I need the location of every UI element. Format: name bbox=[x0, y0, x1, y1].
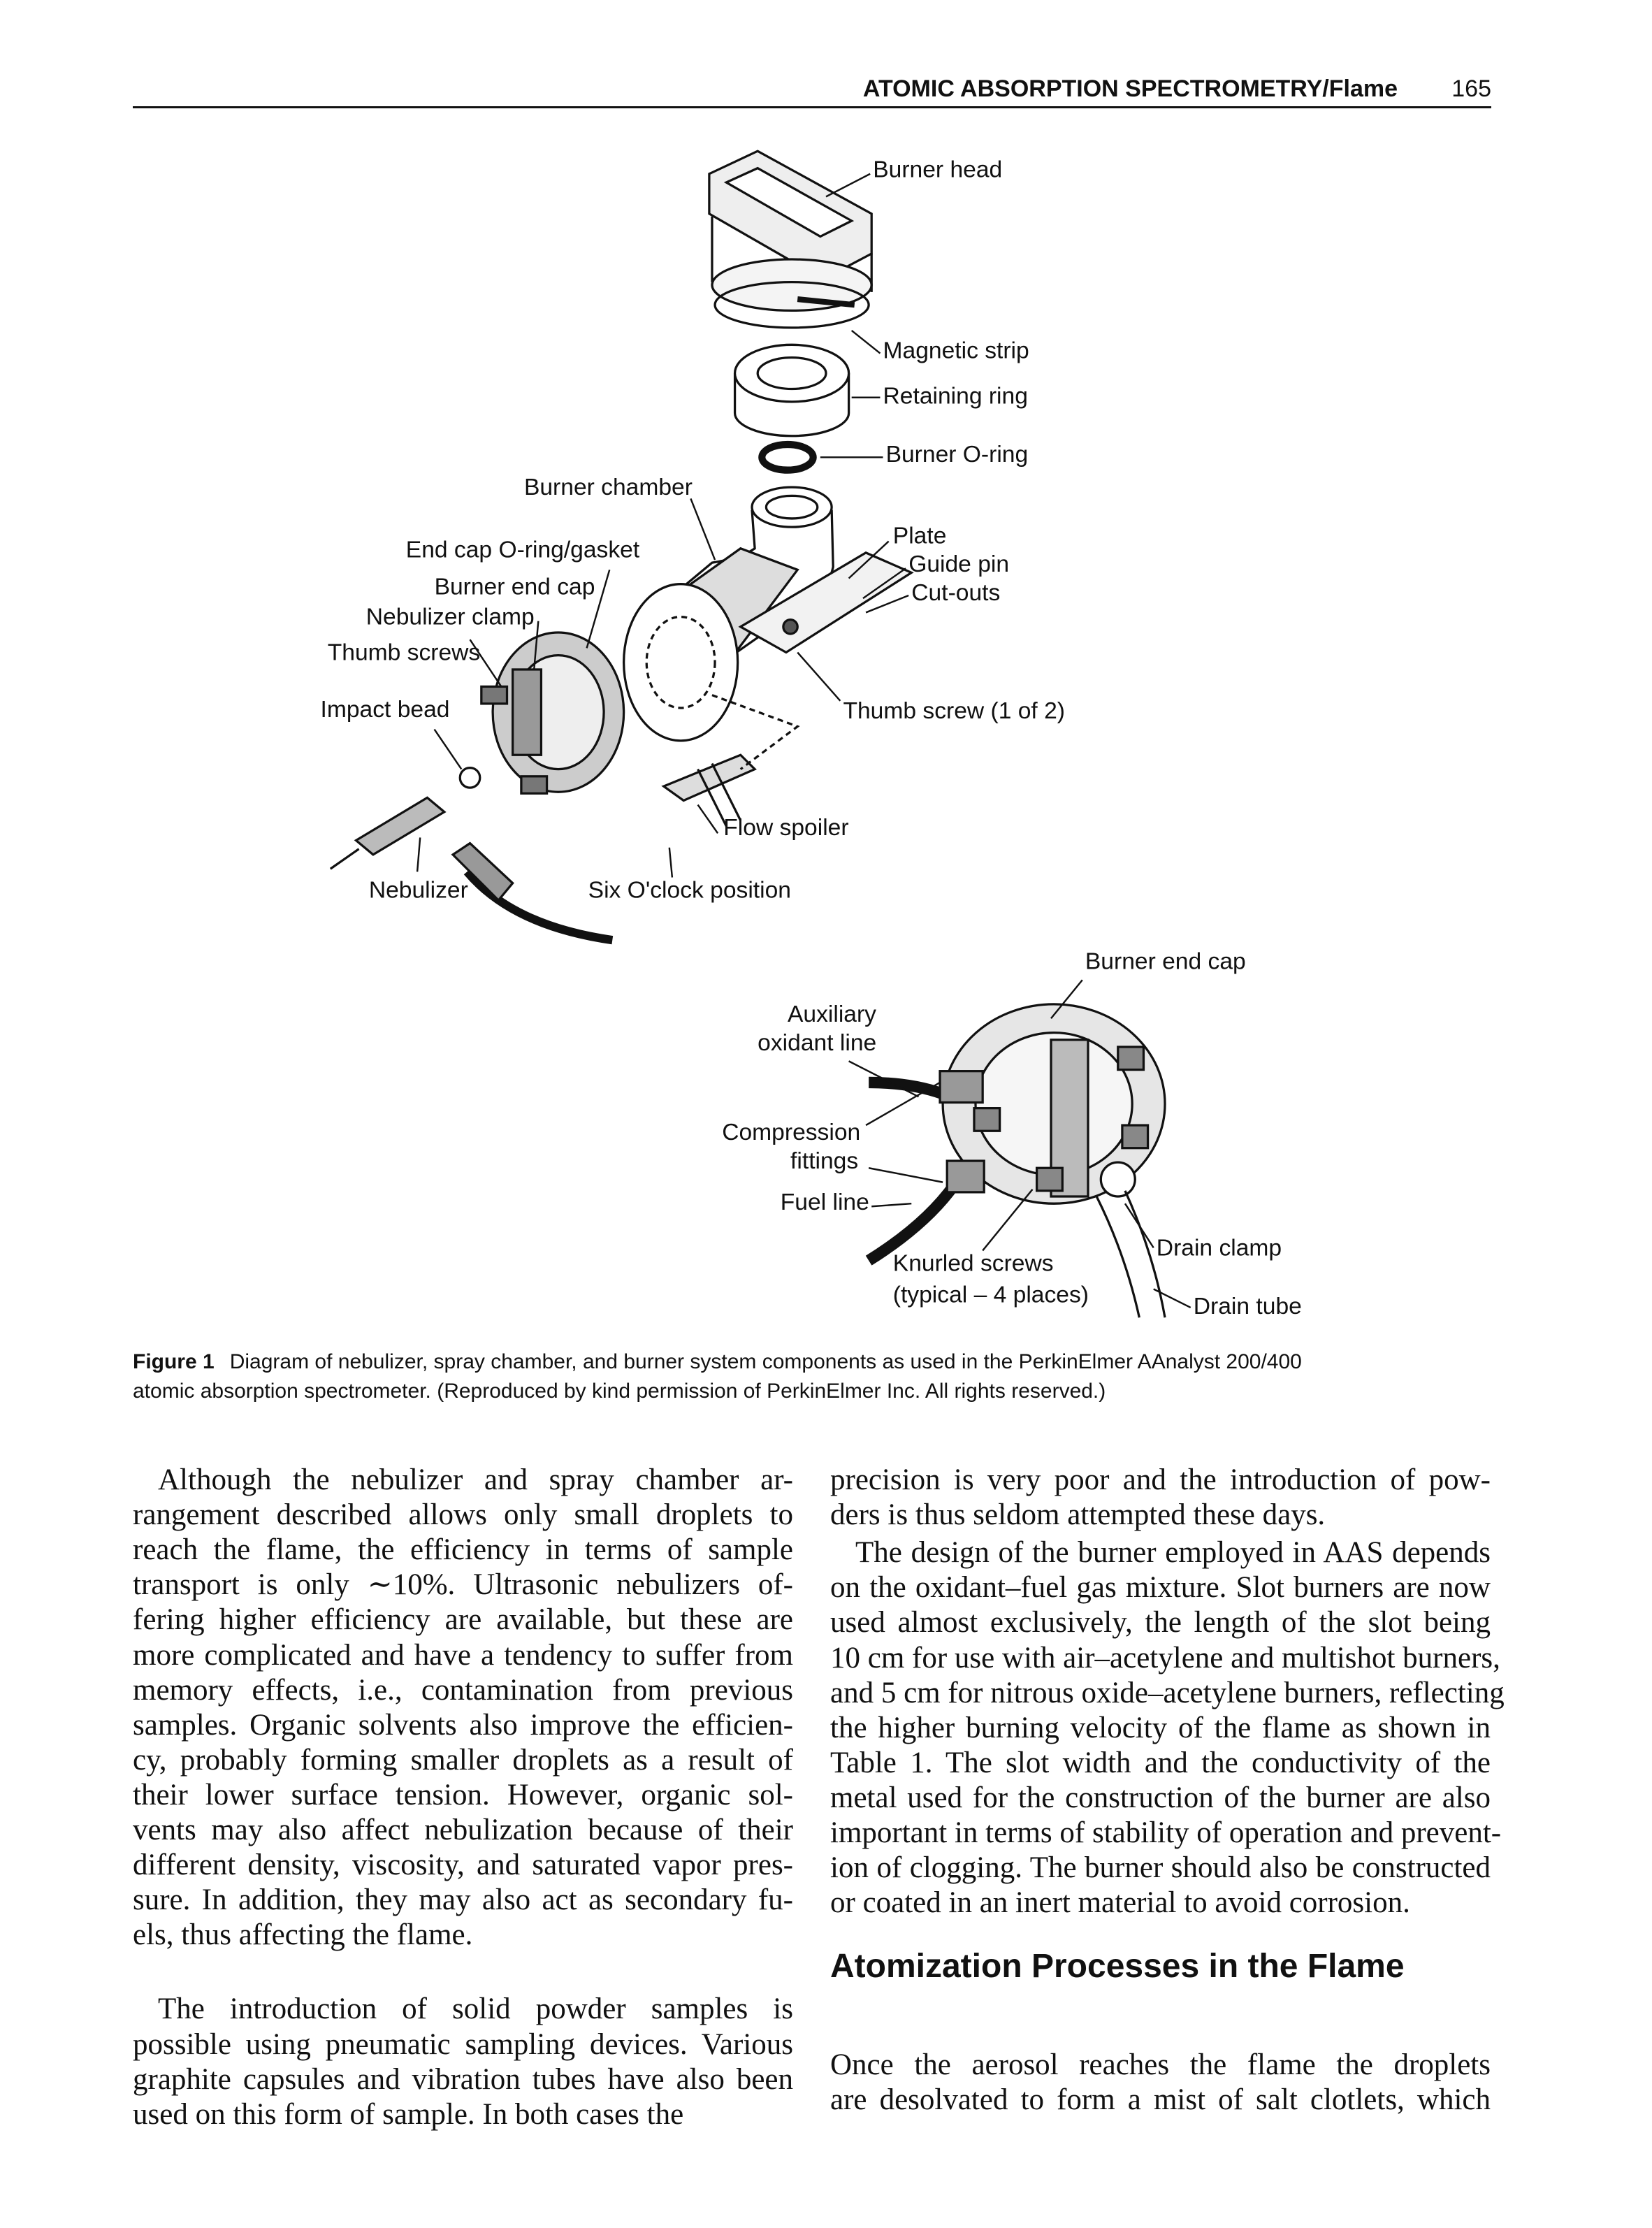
text-line: and 5 cm for nitrous oxide–acetylene bur… bbox=[830, 1676, 1505, 1709]
figure-label: End cap O-ring/gasket bbox=[406, 537, 640, 563]
text-line: The design of the burner employed in AAS… bbox=[855, 1536, 1491, 1570]
text-line: reach the flame, the efficiency in terms… bbox=[133, 1533, 793, 1567]
text-line: transport is only ∼10%. Ultrasonic nebul… bbox=[133, 1568, 793, 1602]
text-line: Once the aerosol reaches the flame the d… bbox=[830, 2048, 1491, 2081]
page-number: 165 bbox=[1451, 75, 1491, 102]
text-line: are desolvated to form a mist of salt cl… bbox=[830, 2083, 1491, 2117]
text-line: fering higher efficiency are available, … bbox=[133, 1603, 793, 1637]
header-title: ATOMIC ABSORPTION SPECTROMETRY/Flame bbox=[862, 75, 1398, 102]
text-line: their lower surface tension. However, or… bbox=[133, 1778, 793, 1811]
figure-label: Drain clamp bbox=[1157, 1235, 1282, 1261]
leader-lines bbox=[416, 173, 1191, 1309]
figure-label: Thumb screws bbox=[328, 639, 481, 665]
text-line: ders is thus seldom attempted these days… bbox=[830, 1498, 1326, 1532]
text-line: samples. Organic solvents also improve t… bbox=[133, 1708, 793, 1742]
figure-label: Flow spoiler bbox=[723, 815, 848, 841]
text-line: sure. In addition, they may also act as … bbox=[133, 1883, 793, 1917]
text-line: 10 cm for use with air–acetylene and mul… bbox=[830, 1641, 1500, 1674]
text-line: memory effects, i.e., contamination from… bbox=[133, 1673, 793, 1707]
caption-line: atomic absorption spectrometer. (Reprodu… bbox=[133, 1380, 1106, 1403]
figure-label: Fuel line bbox=[781, 1189, 869, 1215]
text-line: or coated in an inert material to avoid … bbox=[830, 1886, 1410, 1920]
figure-label: Burner chamber bbox=[524, 475, 693, 500]
text-line: vents may also affect nebulization becau… bbox=[133, 1814, 793, 1846]
text-line: more complicated and have a tendency to … bbox=[133, 1638, 793, 1672]
text-line: on the oxidant–fuel gas mixture. Slot bu… bbox=[830, 1571, 1491, 1605]
illustration bbox=[329, 150, 1166, 1318]
figure-label: Retaining ring bbox=[883, 384, 1028, 410]
figure-label: Guide pin bbox=[908, 551, 1009, 577]
text-line: metal used for the construction of the b… bbox=[830, 1781, 1491, 1814]
running-header: ATOMIC ABSORPTION SPECTROMETRY/Flame 165 bbox=[133, 70, 1491, 105]
figure-label: Plate bbox=[893, 523, 947, 549]
figure-label: Compression bbox=[722, 1120, 860, 1145]
caption-label: Figure 1 bbox=[133, 1350, 215, 1373]
text-line: Although the nebulizer and spray chamber… bbox=[158, 1463, 793, 1496]
figure-label: fittings bbox=[790, 1148, 858, 1174]
text-line: important in terms of stability of opera… bbox=[830, 1816, 1502, 1849]
figure-label: Six O'clock position bbox=[588, 878, 791, 904]
figure-label: oxidant line bbox=[758, 1030, 876, 1056]
text-line: The introduction of solid powder samples… bbox=[158, 1992, 793, 2026]
caption-text: Diagram of nebulizer, spray chamber, and… bbox=[229, 1350, 1302, 1373]
text-line: used almost exclusively, the length of t… bbox=[830, 1606, 1491, 1640]
figure-label: Burner end cap bbox=[435, 574, 595, 600]
text-line: ion of clogging. The burner should also … bbox=[830, 1851, 1491, 1885]
figure-label: Burner end cap bbox=[1085, 949, 1246, 975]
text-line: possible using pneumatic sampling device… bbox=[133, 2027, 793, 2061]
figure-label: Impact bead bbox=[321, 697, 450, 723]
figure-label: Burner O-ring bbox=[886, 442, 1029, 468]
figure-caption: Figure 1 Diagram of nebulizer, spray cham… bbox=[133, 1347, 1491, 1406]
text-line: precision is very poor and the introduct… bbox=[830, 1463, 1491, 1496]
figure-label: Knurled screws bbox=[893, 1251, 1054, 1277]
figure-label: Nebulizer bbox=[369, 878, 468, 904]
text-line: els, thus affecting the flame. bbox=[133, 1918, 473, 1952]
text-line: rangement described allows only small dr… bbox=[133, 1498, 793, 1532]
text-line: different density, viscosity, and satura… bbox=[133, 1849, 793, 1882]
figure-label: Cut-outs bbox=[911, 580, 1000, 606]
header-rule bbox=[133, 106, 1491, 108]
figure-label: Burner head bbox=[873, 157, 1002, 183]
figure-label: Drain tube bbox=[1194, 1294, 1302, 1319]
figure-label: Magnetic strip bbox=[883, 338, 1029, 363]
text-line: used on this form of sample. In both cas… bbox=[133, 2097, 684, 2131]
figure-label: Auxiliary bbox=[788, 1001, 876, 1027]
text-line: the higher burning velocity of the flame… bbox=[830, 1711, 1491, 1744]
figure-label: Nebulizer clamp bbox=[366, 604, 535, 630]
text-line: Table 1. The slot width and the conducti… bbox=[830, 1746, 1491, 1779]
figure-label: (typical – 4 places) bbox=[893, 1282, 1089, 1308]
figure-label: Thumb screw (1 of 2) bbox=[843, 698, 1065, 724]
figure-diagram: Burner head Magnetic strip Retaining ring B… bbox=[321, 150, 1302, 1319]
section-heading: Atomization Processes in the Flame bbox=[830, 1948, 1405, 1985]
text-line: graphite capsules and vibration tubes ha… bbox=[133, 2062, 793, 2096]
caption-line: Figure 1 Diagram of nebulizer, spray cham… bbox=[133, 1347, 1491, 1377]
text-line: cy, probably forming smaller droplets as… bbox=[133, 1743, 793, 1777]
